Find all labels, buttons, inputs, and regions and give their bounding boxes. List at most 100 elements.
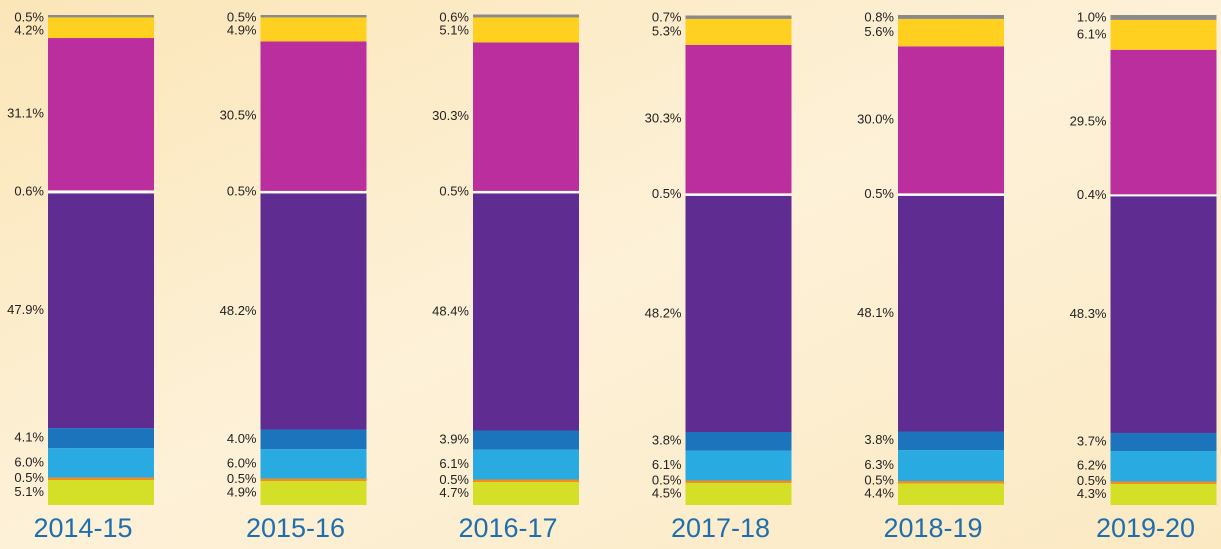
value-label: 0.6% [14, 183, 44, 198]
bar-segment [473, 14, 579, 18]
bar-segment [48, 193, 154, 429]
value-label: 4.1% [14, 430, 44, 445]
bar-segment [685, 193, 792, 196]
value-label: 4.7% [439, 485, 469, 500]
value-label: 0.5% [227, 9, 257, 24]
bar-segment [48, 480, 154, 505]
bar-segment [898, 193, 1004, 196]
value-label: 0.5% [14, 470, 44, 485]
bar-segment [898, 480, 1004, 484]
value-label: 0.5% [439, 472, 469, 487]
bar-segment [1110, 15, 1217, 20]
value-label: 5.1% [439, 22, 469, 37]
value-label: 48.2% [645, 305, 682, 320]
bar-segment [473, 17, 579, 43]
x-tick-label: 2015-16 [246, 513, 345, 543]
value-label: 0.5% [864, 186, 894, 201]
bar-segment [685, 195, 792, 432]
value-label: 5.3% [652, 23, 682, 38]
bar-segment [685, 44, 792, 194]
bar-segment [898, 15, 1004, 19]
value-label: 3.8% [864, 432, 894, 447]
value-label: 0.5% [227, 184, 257, 199]
bar-segment [473, 449, 579, 480]
value-label: 0.5% [652, 472, 682, 487]
value-label: 0.8% [864, 9, 894, 24]
value-label: 0.5% [227, 471, 257, 486]
bar-segment [1110, 196, 1217, 433]
bar-segment [260, 17, 367, 42]
bar-segment [260, 449, 367, 479]
bar-segment [685, 18, 792, 45]
value-label: 0.5% [14, 9, 44, 24]
value-label: 0.5% [864, 473, 894, 488]
value-label: 6.1% [439, 456, 469, 471]
bar-segment [473, 193, 579, 431]
value-label: 0.4% [1077, 187, 1107, 202]
bar-segment [473, 190, 579, 194]
bar-segment [1110, 194, 1217, 197]
bar-segment [1110, 49, 1217, 195]
value-label: 30.3% [432, 108, 469, 123]
value-label: 48.4% [432, 303, 469, 318]
bar-segment [473, 42, 579, 191]
value-label: 3.9% [439, 432, 469, 447]
value-label: 5.6% [864, 24, 894, 39]
value-label: 4.2% [14, 22, 44, 37]
x-tick-label: 2014-15 [33, 513, 132, 543]
value-label: 4.4% [864, 486, 894, 501]
value-label: 5.1% [14, 484, 44, 499]
value-label: 6.2% [1077, 458, 1107, 473]
value-label: 0.7% [652, 9, 682, 24]
bar-segment [260, 429, 367, 450]
value-label: 30.3% [645, 111, 682, 126]
bar-segment [1110, 432, 1217, 452]
value-label: 30.5% [220, 108, 257, 123]
value-label: 4.9% [227, 484, 257, 499]
bar-segment [1110, 451, 1217, 482]
bar-segment [260, 190, 367, 194]
bar-segment [260, 480, 367, 505]
bar-segment [1110, 481, 1217, 484]
bar-segment [260, 41, 367, 191]
bar-segment [685, 15, 792, 19]
value-label: 6.1% [652, 457, 682, 472]
bar-segment [48, 428, 154, 449]
bar-segment [260, 193, 367, 430]
bar-segment [48, 38, 154, 191]
value-label: 6.0% [14, 454, 44, 469]
value-label: 4.5% [652, 485, 682, 500]
bar-segment [473, 481, 579, 505]
bar-segment [48, 15, 154, 18]
value-label: 47.9% [7, 302, 44, 317]
value-label: 0.5% [652, 186, 682, 201]
x-tick-label: 2017-18 [671, 513, 770, 543]
value-label: 3.7% [1077, 433, 1107, 448]
bar-segment [1110, 19, 1217, 50]
value-label: 0.5% [1077, 473, 1107, 488]
value-label: 6.3% [864, 457, 894, 472]
x-tick-label: 2016-17 [458, 513, 557, 543]
value-label: 29.5% [1070, 114, 1107, 129]
value-label: 0.6% [439, 9, 469, 24]
bar-segment [685, 482, 792, 505]
value-label: 4.3% [1077, 486, 1107, 501]
bar-segment [1110, 483, 1217, 505]
bar-segment [898, 431, 1004, 451]
value-label: 6.1% [1077, 26, 1107, 41]
bar-segment [260, 478, 367, 481]
value-label: 48.3% [1070, 306, 1107, 321]
value-label: 48.2% [220, 303, 257, 318]
value-label: 4.9% [227, 22, 257, 37]
bar-segment [48, 477, 154, 481]
bar-segment [898, 18, 1004, 47]
bar-segment [48, 17, 154, 39]
bar-segment [898, 483, 1004, 505]
bar-segment [473, 479, 579, 482]
bar-segment [898, 46, 1004, 194]
bar-segment [685, 450, 792, 481]
value-label: 6.0% [227, 455, 257, 470]
bar-segment [473, 430, 579, 450]
